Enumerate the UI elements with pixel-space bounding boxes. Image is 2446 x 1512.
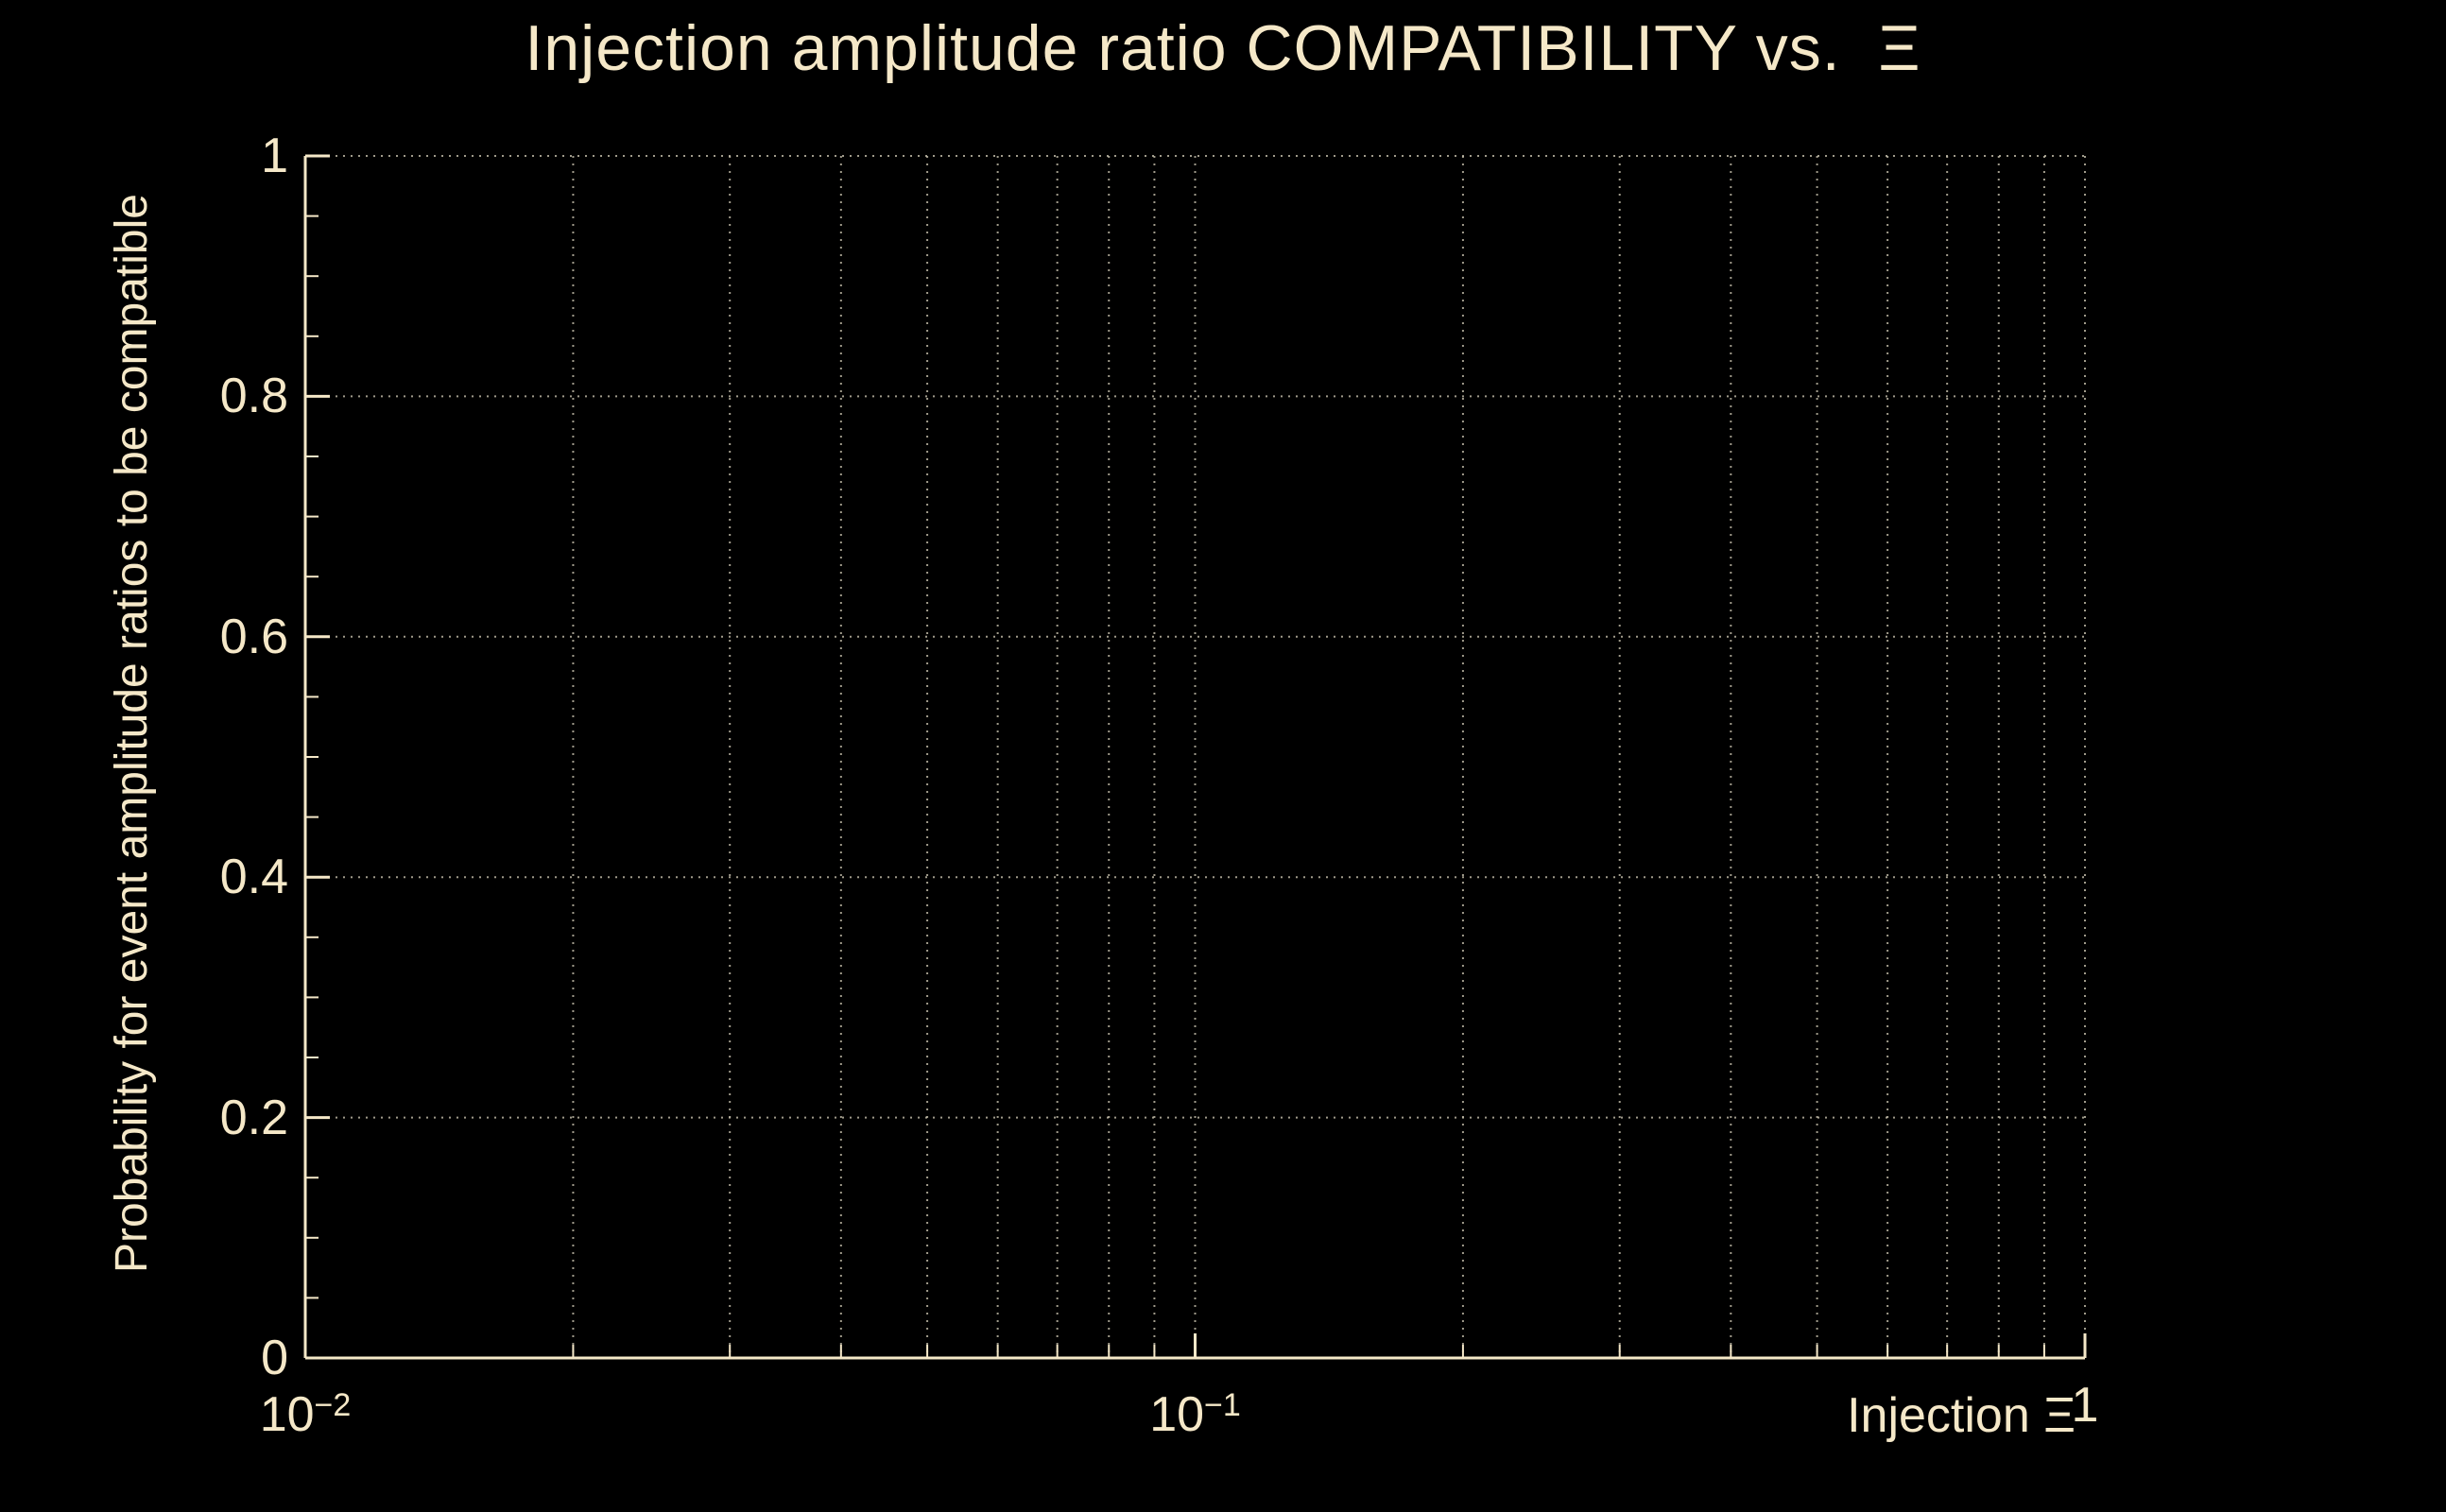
y-tick-label: 0.2 bbox=[219, 1090, 288, 1145]
x-tick-exponent: −1 bbox=[1204, 1387, 1241, 1423]
x-tick-label: 10−1 bbox=[1054, 1377, 1337, 1443]
x-tick-label: 10−2 bbox=[164, 1377, 447, 1443]
y-tick-label: 0 bbox=[261, 1331, 288, 1385]
x-tick-exponent: −2 bbox=[314, 1387, 352, 1423]
y-tick-label: 0.4 bbox=[219, 850, 288, 905]
x-axis-title: Injection Ξ bbox=[1847, 1388, 2076, 1443]
x-tick-base: 10 bbox=[259, 1387, 315, 1442]
y-axis-title: Probability for event amplitude ratios t… bbox=[107, 194, 157, 1273]
x-tick-base: 10 bbox=[1149, 1387, 1205, 1442]
y-tick-label: 0.8 bbox=[219, 369, 288, 424]
y-tick-label: 0.6 bbox=[219, 609, 288, 664]
y-tick-label: 1 bbox=[261, 129, 288, 183]
chart-title: Injection amplitude ratio COMPATIBILITY … bbox=[525, 12, 1921, 84]
x-tick-base: 1 bbox=[2071, 1378, 2099, 1433]
x-tick-label: 1 bbox=[1943, 1377, 2227, 1434]
